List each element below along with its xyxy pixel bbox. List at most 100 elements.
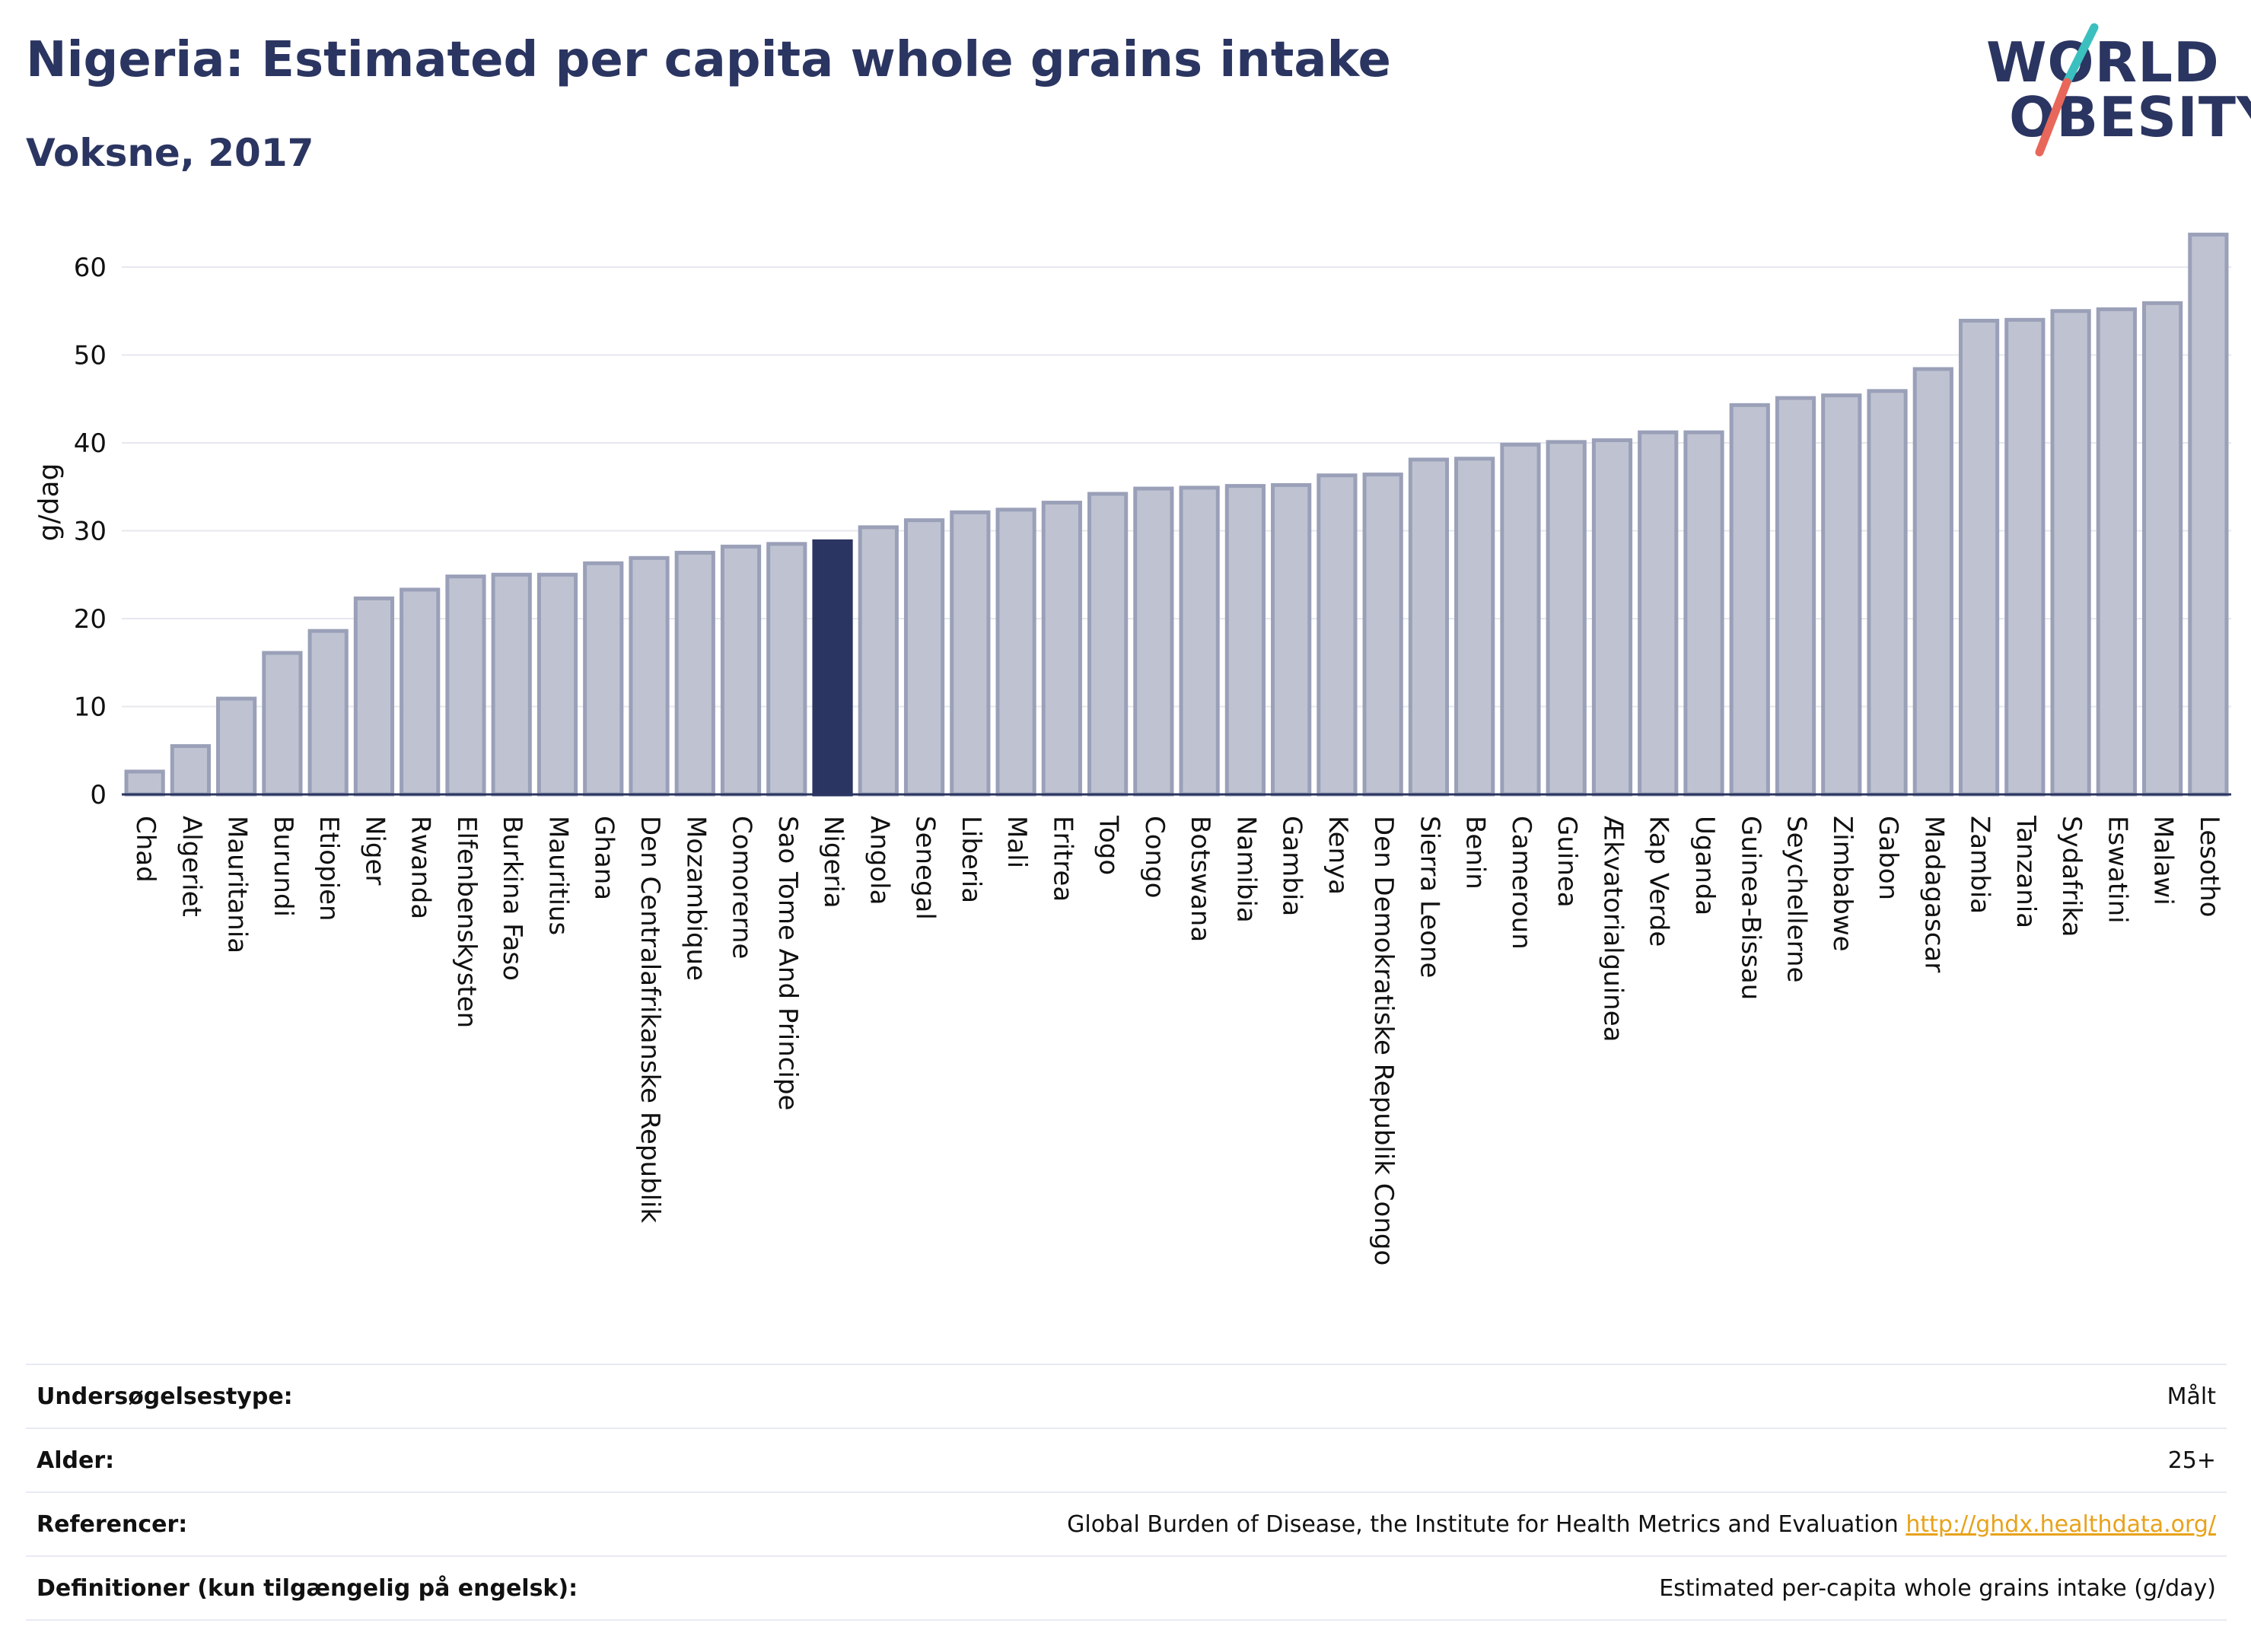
x-tick-label: Mauritius [543,816,573,935]
x-tick-label: Angola [864,816,894,905]
bar-madagascar[interactable] [1912,367,1953,797]
x-tick-label: Gambia [1277,816,1307,916]
x-tick-label: Burundi [268,816,298,917]
page-subtitle: Voksne, 2017 [26,131,314,175]
bar-elfenbenskysten[interactable] [445,575,486,797]
bar-den-centralafrikanske-republik[interactable] [629,555,670,797]
x-tick-label: Rwanda [406,816,436,919]
bar-senegal[interactable] [903,518,945,797]
x-tick-label: Eritrea [1047,816,1078,902]
bar-guinea-bissau[interactable] [1729,403,1770,797]
bar-kenya[interactable] [1317,473,1358,797]
x-tick-label: Sydafrika [2056,816,2087,937]
info-value: 25+ [740,1428,2227,1492]
x-tick-label: Etiopien [314,816,344,921]
y-tick-label: 60 [74,253,107,283]
bar-guinea[interactable] [1546,440,1587,797]
y-axis-label: g/dag [33,463,65,542]
bar-mauritius[interactable] [536,572,578,797]
x-tick-label: Guinea-Bissau [1735,816,1765,1000]
bar-etiopien[interactable] [307,629,349,797]
bar-gambia[interactable] [1271,482,1312,797]
axes: 0 10 20 30 40 50 60 Chad Algeriet Mauritania Burun… [74,253,2231,1265]
info-row-references: Referencer: Global Burden of Disease, th… [26,1491,2227,1556]
x-tick-label: Congo [1139,816,1170,898]
bar-cameroun[interactable] [1500,442,1541,797]
bar-ghana[interactable] [583,561,624,797]
bar-botswana[interactable] [1179,485,1220,797]
x-tick-label: Sao Tome And Principe [772,816,803,1110]
bar-seychellerne[interactable] [1775,396,1816,797]
info-row-age: Alder: 25+ [26,1428,2227,1492]
bar-liberia[interactable] [950,510,991,797]
bar-burundi[interactable] [262,651,303,797]
bar-malawi[interactable] [2142,301,2183,797]
bar-kap-verde[interactable] [1638,430,1679,797]
bar-comorerne[interactable] [720,544,762,797]
bar-niger[interactable] [353,596,395,797]
info-label: Alder: [26,1428,740,1492]
x-tick-label: Den Centralafrikanske Republik [635,816,665,1223]
bar-zimbabwe[interactable] [1821,393,1862,797]
bar-togo[interactable] [1087,492,1129,797]
y-tick-label: 20 [74,604,107,635]
x-tick-label: Elfenbenskysten [451,816,482,1028]
bar-ækvatorialguinea[interactable] [1591,438,1633,797]
bar-chad[interactable] [124,769,165,797]
bar-mauritania[interactable] [216,696,257,797]
bar-lesotho[interactable] [2188,232,2229,797]
x-tick-label: Togo [1094,815,1124,875]
info-value: Målt [740,1364,2227,1428]
x-tick-label: Sierra Leone [1414,816,1444,978]
x-tick-label: Mozambique [680,816,711,981]
info-label: Undersøgelsestype: [26,1364,740,1428]
info-table: Undersøgelsestype: Målt Alder: 25+ Refer… [26,1364,2227,1621]
x-tick-label: Malawi [2148,816,2179,906]
bar-burkina-faso[interactable] [491,572,532,797]
x-tick-label: Senegal [910,816,941,920]
x-tick-label: Botswana [1185,816,1215,942]
bar-nigeria[interactable] [812,539,853,797]
x-tick-label: Uganda [1689,816,1720,915]
info-row-definitions: Definitioner (kun tilgængelig på engelsk… [26,1555,2227,1621]
x-tick-label: Nigeria [818,816,849,909]
bar-sao-tome-and-principe[interactable] [766,542,807,797]
bar-mozambique[interactable] [674,550,715,797]
bar-congo[interactable] [1133,486,1174,797]
bar-tanzania[interactable] [2004,317,2046,797]
bar-eswatini[interactable] [2096,307,2137,797]
bar-sydafrika[interactable] [2050,309,2091,797]
bar-chart: 0 10 20 30 40 50 60 Chad Algeriet Mauritania Burun… [33,232,2231,1265]
x-tick-label: Liberia [956,816,986,903]
x-tick-label: Gabon [1873,816,1903,900]
bar-mali[interactable] [995,508,1036,797]
bar-gabon[interactable] [1867,389,1908,797]
x-tick-label: Ækvatorialguinea [1597,816,1628,1042]
y-tick-label: 40 [74,428,107,459]
x-tick-label: Burkina Faso [497,816,527,981]
x-tick-label: Eswatini [2102,816,2132,924]
bar-uganda[interactable] [1683,430,1724,797]
x-tick-label: Zambia [1965,816,1995,914]
x-tick-label: Mauritania [222,816,253,953]
info-value: Estimated per-capita whole grains intake… [740,1555,2227,1621]
bar-eritrea[interactable] [1041,501,1082,797]
logo-slash-icon [2035,23,2099,157]
info-value: Global Burden of Disease, the Institute … [1067,1510,1899,1538]
reference-link[interactable]: http://ghdx.healthdata.org/ [1906,1510,2216,1538]
bar-zambia[interactable] [1958,318,2000,797]
bar-sierra-leone[interactable] [1408,457,1450,797]
bar-namibia[interactable] [1224,484,1266,797]
bars [124,232,2229,797]
bar-benin[interactable] [1454,457,1495,797]
bar-algeriet[interactable] [170,743,211,797]
bar-rwanda[interactable] [400,587,441,797]
x-tick-label: Seychellerne [1781,816,1812,982]
bar-den-demokratiske-republik-congo[interactable] [1362,473,1403,797]
x-tick-label: Lesotho [2194,816,2224,917]
bar-angola[interactable] [858,525,899,797]
x-tick-label: Namibia [1231,816,1261,923]
x-tick-label: Madagascar [1918,816,1949,972]
info-label: Referencer: [26,1491,740,1556]
x-tick-label: Chad [130,816,161,883]
